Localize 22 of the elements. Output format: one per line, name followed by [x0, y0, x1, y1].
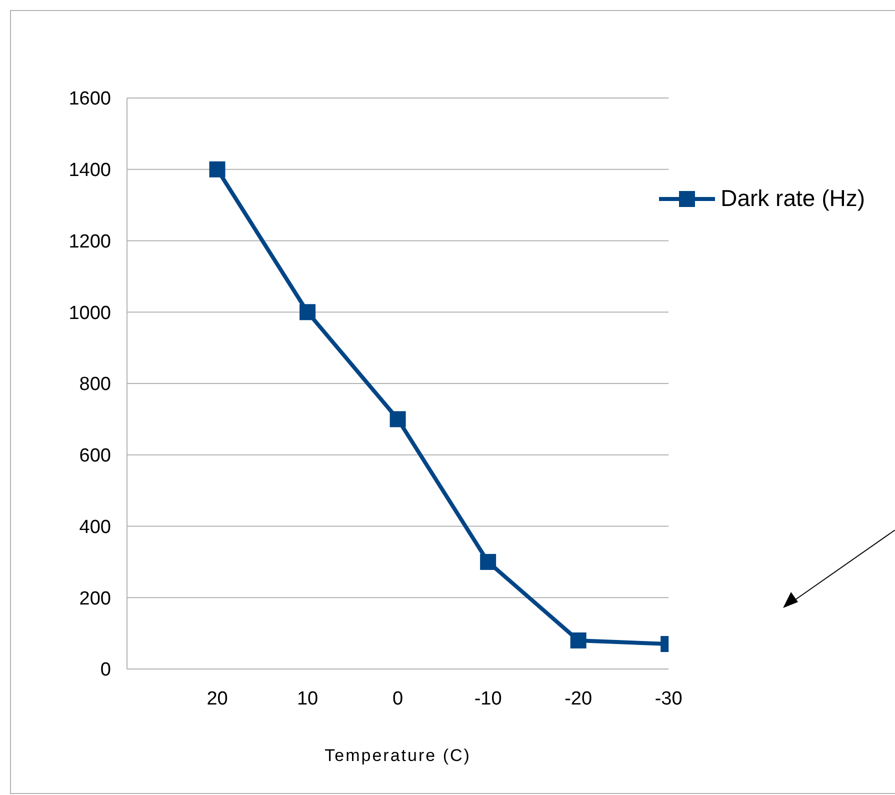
- y-tick-label: 400: [79, 516, 111, 538]
- y-tick-label: 600: [79, 446, 111, 467]
- y-tick-label: 1000: [68, 302, 111, 324]
- y-tick-label: 1600: [68, 88, 111, 110]
- x-tick-label: 0: [392, 688, 404, 710]
- y-tick-label: 200: [79, 588, 111, 610]
- x-tick-label: -30: [654, 688, 682, 710]
- x-tick-label: -10: [474, 688, 502, 710]
- point: [480, 554, 496, 570]
- x-tick-label: -20: [564, 688, 592, 710]
- x-axis-title: Temperature (C): [324, 746, 471, 765]
- point: [300, 304, 316, 320]
- legend-label: Dark rate (Hz): [720, 185, 865, 212]
- y-tick-label: 1200: [68, 231, 111, 252]
- y-tick-label: 1400: [68, 160, 111, 182]
- y-tick-label: 800: [79, 374, 111, 396]
- point: [209, 161, 226, 178]
- point: [390, 411, 406, 428]
- y-tick-label: 0: [100, 660, 111, 681]
- x-tick-label: 10: [296, 688, 318, 710]
- x-tick-label: 20: [206, 688, 228, 710]
- point: [570, 632, 586, 648]
